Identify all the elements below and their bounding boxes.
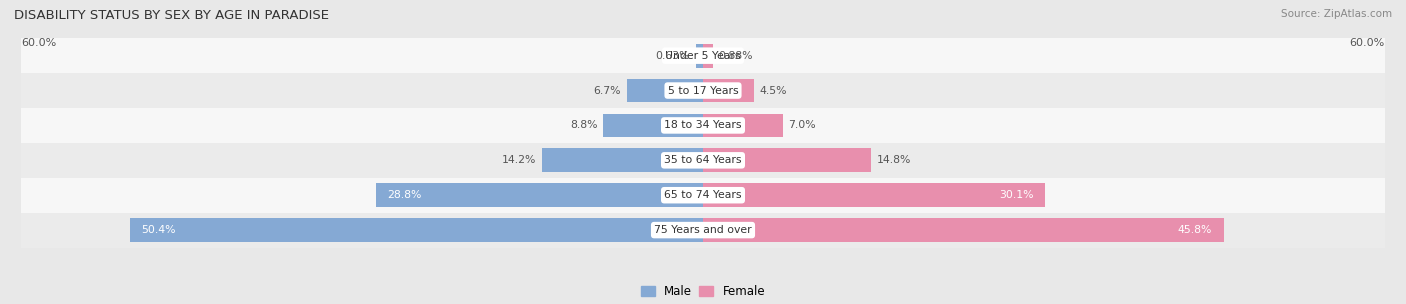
Bar xyxy=(703,44,713,67)
Text: 6.7%: 6.7% xyxy=(593,85,621,95)
Text: 45.8%: 45.8% xyxy=(1178,225,1212,235)
Bar xyxy=(603,114,703,137)
Bar xyxy=(696,44,703,67)
Text: 5 to 17 Years: 5 to 17 Years xyxy=(668,85,738,95)
Bar xyxy=(703,148,872,172)
Text: 75 Years and over: 75 Years and over xyxy=(654,225,752,235)
Bar xyxy=(21,178,1385,213)
Text: 0.63%: 0.63% xyxy=(655,51,690,61)
Text: 4.5%: 4.5% xyxy=(759,85,787,95)
Bar xyxy=(375,183,703,207)
Bar xyxy=(21,143,1385,178)
Bar xyxy=(131,218,703,242)
Text: 60.0%: 60.0% xyxy=(1350,38,1385,48)
Text: 60.0%: 60.0% xyxy=(21,38,56,48)
Bar xyxy=(703,114,783,137)
Bar xyxy=(21,38,1385,73)
Text: 18 to 34 Years: 18 to 34 Years xyxy=(664,120,742,130)
Text: 50.4%: 50.4% xyxy=(142,225,176,235)
Bar xyxy=(627,79,703,102)
Bar xyxy=(21,73,1385,108)
Bar xyxy=(21,108,1385,143)
Text: 7.0%: 7.0% xyxy=(789,120,815,130)
Bar xyxy=(541,148,703,172)
Bar xyxy=(703,183,1045,207)
Text: Source: ZipAtlas.com: Source: ZipAtlas.com xyxy=(1281,9,1392,19)
Text: 14.2%: 14.2% xyxy=(502,155,536,165)
Text: 30.1%: 30.1% xyxy=(1000,190,1033,200)
Bar xyxy=(703,79,754,102)
Text: 35 to 64 Years: 35 to 64 Years xyxy=(664,155,742,165)
Text: 0.88%: 0.88% xyxy=(718,51,754,61)
Text: 65 to 74 Years: 65 to 74 Years xyxy=(664,190,742,200)
Text: Under 5 Years: Under 5 Years xyxy=(665,51,741,61)
Text: 14.8%: 14.8% xyxy=(877,155,911,165)
Text: 8.8%: 8.8% xyxy=(569,120,598,130)
Text: DISABILITY STATUS BY SEX BY AGE IN PARADISE: DISABILITY STATUS BY SEX BY AGE IN PARAD… xyxy=(14,9,329,22)
Text: 28.8%: 28.8% xyxy=(387,190,422,200)
Legend: Male, Female: Male, Female xyxy=(636,281,770,303)
Bar xyxy=(21,213,1385,247)
Bar xyxy=(703,218,1223,242)
